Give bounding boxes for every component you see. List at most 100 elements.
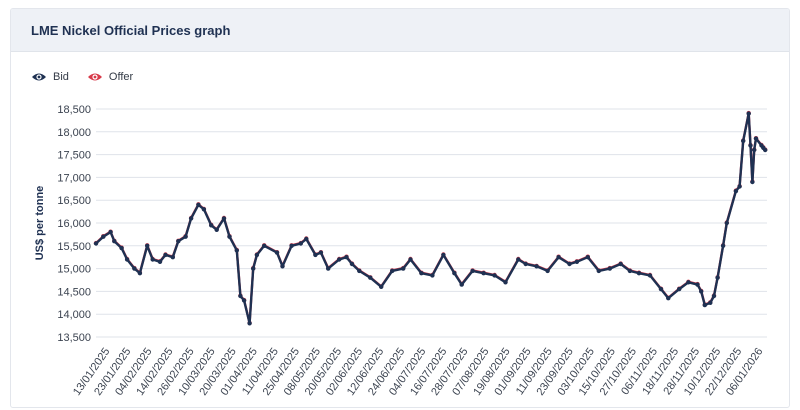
data-point-bid[interactable]: [545, 268, 550, 274]
chart-legend: Bid Offer: [31, 71, 133, 83]
data-point-bid[interactable]: [401, 266, 406, 271]
data-point-bid[interactable]: [750, 179, 755, 185]
data-point-bid[interactable]: [344, 255, 349, 260]
data-point-bid[interactable]: [326, 266, 331, 271]
data-point-bid[interactable]: [337, 257, 342, 262]
data-point-bid[interactable]: [686, 280, 691, 285]
data-point-bid[interactable]: [430, 273, 435, 278]
data-point-bid[interactable]: [176, 239, 181, 244]
legend-item-bid[interactable]: Bid: [31, 71, 69, 83]
data-point-bid[interactable]: [647, 273, 653, 278]
data-point-bid[interactable]: [241, 298, 247, 303]
data-point-bid[interactable]: [157, 259, 163, 264]
data-point-bid[interactable]: [441, 252, 446, 258]
data-point-bid[interactable]: [119, 245, 124, 251]
data-point-bid[interactable]: [695, 282, 700, 287]
data-point-bid[interactable]: [170, 255, 175, 260]
data-point-bid[interactable]: [349, 261, 355, 267]
data-point-bid[interactable]: [262, 243, 267, 248]
data-point-bid[interactable]: [368, 275, 373, 280]
data-point-bid[interactable]: [408, 257, 413, 262]
data-point-bid[interactable]: [201, 207, 207, 212]
data-point-bid[interactable]: [658, 286, 664, 292]
chart-panel: LME Nickel Official Prices graph Bid Off…: [10, 8, 790, 408]
data-point-bid[interactable]: [523, 261, 528, 267]
data-point-bid[interactable]: [251, 266, 256, 271]
data-point-bid[interactable]: [124, 257, 130, 262]
data-point-bid[interactable]: [492, 273, 497, 278]
data-point-bid[interactable]: [221, 216, 227, 221]
data-point-bid[interactable]: [357, 268, 362, 274]
data-point-bid[interactable]: [196, 202, 201, 207]
data-point-bid[interactable]: [708, 300, 713, 305]
y-tick-label: 18,500: [57, 104, 91, 116]
data-point-bid[interactable]: [666, 296, 671, 301]
data-point-bid[interactable]: [737, 184, 742, 189]
data-point-bid[interactable]: [209, 223, 214, 228]
data-point-bid[interactable]: [607, 266, 612, 271]
data-point-bid[interactable]: [711, 293, 717, 299]
data-point-bid[interactable]: [234, 248, 239, 253]
data-point-bid[interactable]: [627, 268, 633, 274]
data-point-bid[interactable]: [298, 241, 303, 246]
data-point-bid[interactable]: [715, 275, 720, 280]
data-point-bid[interactable]: [702, 302, 707, 308]
y-tick-label: 13,500: [57, 332, 91, 344]
data-point-bid[interactable]: [101, 234, 106, 239]
data-point-bid[interactable]: [238, 293, 243, 299]
data-point-bid[interactable]: [137, 271, 143, 276]
data-point-bid[interactable]: [214, 227, 219, 232]
data-point-bid[interactable]: [247, 321, 252, 326]
data-point-bid[interactable]: [699, 289, 704, 294]
data-point-bid[interactable]: [753, 136, 759, 141]
data-point-bid[interactable]: [574, 259, 580, 264]
data-point-bid[interactable]: [733, 188, 739, 194]
data-point-bid[interactable]: [313, 252, 318, 258]
data-point-bid[interactable]: [93, 241, 99, 246]
data-point-bid[interactable]: [112, 239, 117, 244]
y-tick-label: 15,000: [57, 264, 91, 276]
data-point-bid[interactable]: [503, 280, 508, 285]
data-point-bid[interactable]: [481, 271, 486, 276]
data-point-bid[interactable]: [720, 243, 726, 248]
data-point-bid[interactable]: [379, 284, 384, 289]
data-point-bid[interactable]: [724, 220, 729, 226]
data-point-bid[interactable]: [304, 236, 309, 242]
data-point-bid[interactable]: [470, 268, 475, 274]
data-point-bid[interactable]: [677, 286, 682, 292]
data-point-bid[interactable]: [748, 143, 753, 148]
data-point-bid[interactable]: [289, 243, 294, 248]
data-point-bid[interactable]: [516, 257, 521, 262]
data-point-bid[interactable]: [741, 138, 746, 144]
data-point-bid[interactable]: [280, 264, 285, 269]
data-point-bid[interactable]: [183, 234, 188, 239]
data-point-bid[interactable]: [636, 271, 642, 276]
data-point-bid[interactable]: [227, 234, 232, 239]
data-point-bid[interactable]: [746, 111, 751, 116]
legend-label-bid: Bid: [53, 71, 69, 83]
data-point-bid[interactable]: [150, 257, 155, 262]
nickel-price-chart: 13,500 14,000 14,500 15,000 15,500 16,000 16,5…: [34, 104, 768, 398]
data-point-bid[interactable]: [163, 252, 168, 258]
data-point-bid[interactable]: [752, 147, 757, 153]
data-point-bid[interactable]: [390, 268, 395, 274]
legend-item-offer[interactable]: Offer: [87, 71, 133, 83]
data-point-bid[interactable]: [585, 255, 590, 260]
data-point-bid[interactable]: [145, 243, 150, 248]
data-point-bid[interactable]: [618, 261, 623, 267]
data-point-bid[interactable]: [596, 268, 601, 274]
data-point-bid[interactable]: [419, 271, 424, 276]
data-point-bid[interactable]: [254, 252, 260, 258]
data-point-bid[interactable]: [556, 255, 561, 260]
data-point-bid[interactable]: [459, 282, 464, 287]
data-point-bid[interactable]: [567, 261, 572, 267]
data-point-bid[interactable]: [534, 264, 539, 269]
data-point-bid[interactable]: [763, 147, 768, 153]
data-point-bid[interactable]: [108, 229, 113, 235]
data-point-bid[interactable]: [274, 250, 280, 255]
data-point-bid[interactable]: [318, 250, 324, 255]
data-point-bid[interactable]: [188, 216, 194, 221]
data-point-bid[interactable]: [452, 271, 457, 276]
series-layer: [93, 110, 768, 326]
data-point-bid[interactable]: [132, 266, 137, 271]
